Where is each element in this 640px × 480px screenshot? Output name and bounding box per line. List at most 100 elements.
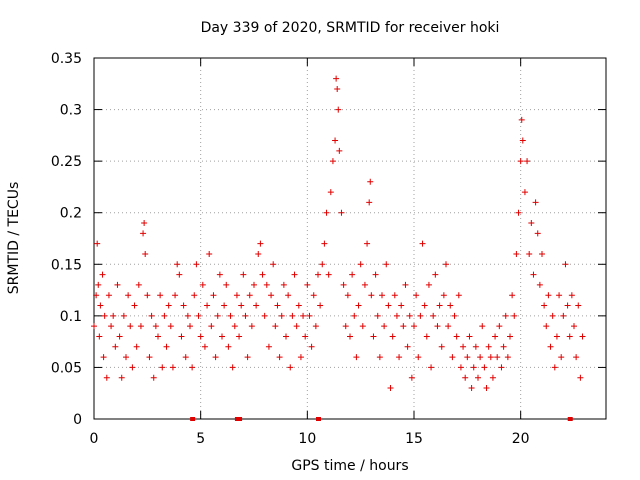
data-point [391, 292, 398, 299]
data-point [336, 147, 343, 154]
data-point [479, 323, 486, 330]
baseline-marker [237, 417, 243, 421]
data-point [97, 302, 104, 309]
data-point [233, 292, 240, 299]
data-point [131, 302, 138, 309]
data-point [323, 209, 330, 216]
y-axis-label: SRMTID / TECUs [6, 182, 22, 295]
data-point [438, 343, 445, 350]
data-point [344, 292, 351, 299]
data-point [511, 312, 518, 319]
data-point [541, 302, 548, 309]
data-point [366, 199, 373, 206]
data-point [353, 354, 360, 361]
y-tick-label: 0.05 [51, 360, 82, 376]
y-tick-label: 0.15 [51, 257, 82, 273]
data-point [306, 312, 313, 319]
data-point [417, 312, 424, 319]
data-point [383, 261, 390, 268]
data-point [178, 333, 185, 340]
data-point [169, 364, 176, 371]
data-point [195, 312, 202, 319]
data-point [500, 343, 507, 350]
baseline-marker [567, 417, 573, 421]
x-axis-label: GPS time / hours [291, 458, 408, 474]
data-point [310, 292, 317, 299]
data-point [368, 292, 375, 299]
x-tick-label: 10 [298, 431, 316, 447]
data-point [135, 281, 142, 288]
data-point [157, 292, 164, 299]
data-point [481, 364, 488, 371]
data-point [246, 292, 253, 299]
data-point [464, 354, 471, 361]
data-point [532, 199, 539, 206]
y-tick-label: 0.25 [51, 154, 82, 170]
data-point [349, 271, 356, 278]
data-point [242, 312, 249, 319]
data-point [466, 333, 473, 340]
y-tick-label: 0.35 [51, 51, 82, 67]
x-axis: 0 5 10 15 20 [90, 58, 530, 447]
data-point [208, 323, 215, 330]
data-point [334, 85, 341, 92]
baseline-marker [316, 417, 321, 421]
y-tick-label: 0.2 [60, 206, 82, 222]
data-point [221, 302, 228, 309]
data-point [351, 312, 358, 319]
data-point [223, 281, 230, 288]
x-tick-label: 5 [196, 431, 205, 447]
data-point [272, 323, 279, 330]
data-point [225, 343, 232, 350]
data-point [276, 354, 283, 361]
grid [94, 58, 606, 419]
data-point [293, 323, 300, 330]
y-tick-label: 0.3 [60, 103, 82, 119]
data-point [389, 333, 396, 340]
data-point [428, 364, 435, 371]
data-point [376, 354, 383, 361]
data-point [566, 333, 573, 340]
x-tick-label: 0 [90, 431, 99, 447]
data-point [148, 312, 155, 319]
data-point [265, 343, 272, 350]
data-point [133, 343, 140, 350]
data-point [430, 312, 437, 319]
data-point [340, 281, 347, 288]
data-point [372, 271, 379, 278]
data-point [274, 302, 281, 309]
data-point [120, 312, 127, 319]
data-point [329, 158, 336, 165]
data-point [289, 312, 296, 319]
data-point [137, 323, 144, 330]
data-point [197, 333, 204, 340]
data-point [518, 116, 525, 123]
data-point [521, 189, 528, 196]
data-point [455, 292, 462, 299]
data-point [300, 312, 307, 319]
data-point [100, 354, 107, 361]
data-point [338, 209, 345, 216]
data-point [227, 312, 234, 319]
data-point [536, 281, 543, 288]
data-point [280, 281, 287, 288]
data-point [361, 281, 368, 288]
data-point [182, 354, 189, 361]
data-point [445, 323, 452, 330]
data-point [528, 220, 535, 227]
data-point [201, 343, 208, 350]
data-point [204, 302, 211, 309]
data-point [408, 374, 415, 381]
data-point [127, 323, 134, 330]
data-point [287, 364, 294, 371]
data-point [110, 312, 117, 319]
data-point [370, 333, 377, 340]
data-point [560, 312, 567, 319]
data-point [504, 354, 511, 361]
data-point [327, 189, 334, 196]
data-point [434, 323, 441, 330]
data-point [142, 250, 149, 257]
data-point [400, 323, 407, 330]
data-point [398, 302, 405, 309]
